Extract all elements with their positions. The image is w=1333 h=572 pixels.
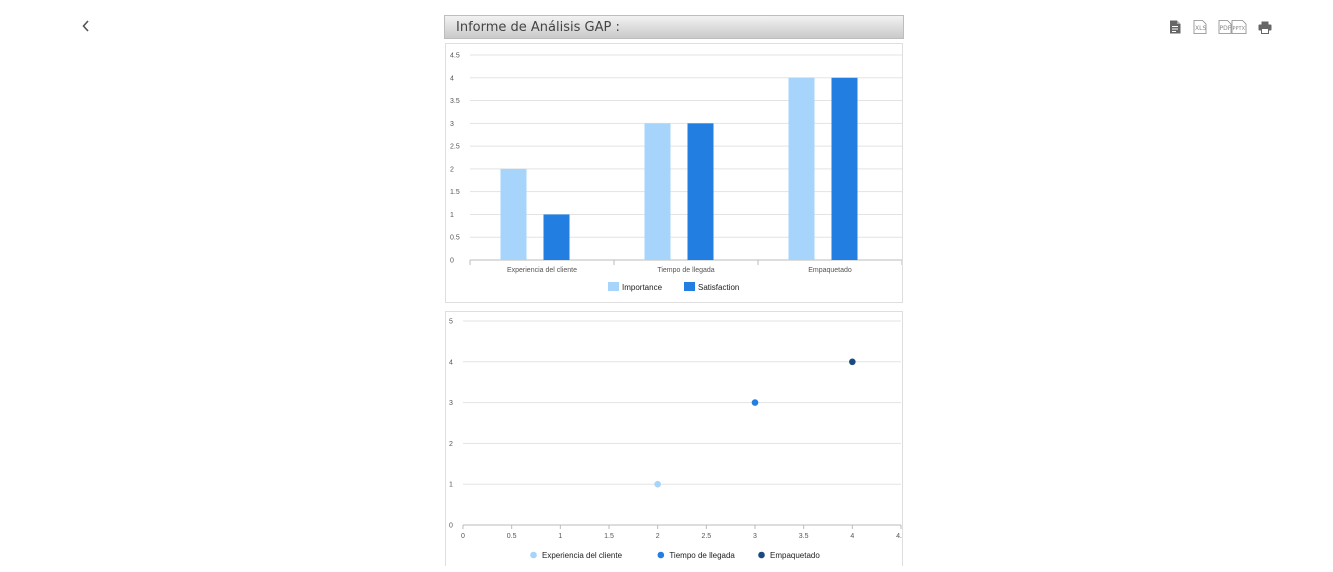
y-tick-label: 0: [449, 523, 453, 530]
document-icon: [1170, 20, 1181, 34]
export-pdf-button[interactable]: PDF: [1218, 17, 1232, 37]
scatter-chart-panel: 0 1 2 3 4 5 0 0.5 1 1.5 2 2.5 3 3.5 4 4.5 Experiencia de…: [445, 311, 906, 566]
legend-marker: [530, 551, 537, 559]
bar-chart: 0 0.5 1 1.5 2 2.5 3 3.5 4 4.5 Experiencia del clie…: [450, 53, 903, 292]
print-icon: [1258, 21, 1272, 34]
legend-swatch: [608, 282, 619, 291]
y-tick-label: 3: [450, 121, 454, 128]
x-tick-label: 1: [558, 533, 562, 540]
x-tick-label: 2: [656, 533, 660, 540]
legend-label: Experiencia del cliente: [542, 551, 623, 560]
y-tick-label: 2.5: [450, 144, 460, 151]
y-tick-label: 1.5: [450, 189, 460, 196]
x-tick-label: Experiencia del cliente: [507, 267, 577, 274]
bar-importance: [500, 168, 527, 260]
chevron-left-icon: [82, 20, 89, 32]
y-tick-label: 2: [450, 166, 454, 173]
y-tick-label: 4.5: [450, 53, 460, 60]
scatter-chart: 0 1 2 3 4 5 0 0.5 1 1.5 2 2.5 3 3.5 4 4.5 Experiencia de…: [449, 319, 906, 561]
report-title: Informe de Análisis GAP :: [456, 19, 620, 35]
bar-satisfaction: [687, 123, 714, 260]
export-xls-button[interactable]: XLS: [1192, 17, 1208, 37]
y-tick-label: 4: [450, 75, 454, 82]
xls-icon: XLS: [1193, 20, 1206, 34]
scatter-point: [849, 358, 856, 366]
x-tick-label: Tiempo de llegada: [657, 267, 714, 274]
x-tick-label: 3: [753, 533, 757, 540]
y-tick-label: 0.5: [450, 235, 460, 242]
legend-label: Tiempo de llegada: [669, 551, 735, 560]
y-tick-label: 0: [450, 258, 454, 265]
x-tick-label: 4: [850, 533, 854, 540]
xls-label: XLS: [1195, 25, 1206, 32]
scatter-point: [654, 480, 661, 488]
x-tick-label: 3.5: [799, 533, 809, 540]
y-tick-label: 3.5: [450, 98, 460, 105]
export-pptx-button[interactable]: PPTX: [1231, 17, 1247, 37]
pdf-label: PDF: [1220, 25, 1232, 32]
bar-satisfaction: [543, 214, 570, 260]
bar-satisfaction: [831, 77, 858, 261]
legend-marker: [657, 551, 665, 559]
x-tick-label: Empaquetado: [808, 267, 852, 274]
bar-chart-panel: 0 0.5 1 1.5 2 2.5 3 3.5 4 4.5 Experiencia del clie…: [445, 43, 903, 303]
x-tick-label: 4.5: [896, 533, 902, 540]
legend-label: Importance: [622, 283, 663, 292]
y-tick-label: 3: [449, 400, 453, 407]
back-button[interactable]: [78, 17, 94, 35]
y-tick-label: 1: [450, 212, 454, 219]
print-button[interactable]: [1257, 17, 1273, 37]
legend-label: Empaquetado: [770, 551, 820, 560]
bar-importance: [788, 77, 815, 261]
x-tick-label: 2.5: [701, 533, 711, 540]
export-document-button[interactable]: [1168, 17, 1182, 37]
legend-label: Satisfaction: [698, 283, 739, 292]
pdf-icon: PDF: [1218, 20, 1232, 34]
y-tick-label: 1: [449, 482, 453, 489]
y-tick-label: 4: [449, 359, 453, 366]
bar-importance: [644, 123, 671, 260]
y-tick-label: 2: [449, 441, 453, 448]
x-tick-label: 1.5: [604, 533, 614, 540]
legend-marker: [758, 551, 765, 559]
y-tick-label: 5: [449, 319, 453, 326]
pptx-icon: PPTX: [1231, 20, 1247, 34]
x-tick-label: 0.5: [507, 533, 517, 540]
x-tick-label: 0: [461, 533, 465, 540]
report-header: Informe de Análisis GAP :: [444, 15, 904, 39]
legend-swatch: [684, 282, 695, 291]
scatter-point: [751, 399, 759, 406]
pptx-label: PPTX: [1233, 26, 1246, 32]
